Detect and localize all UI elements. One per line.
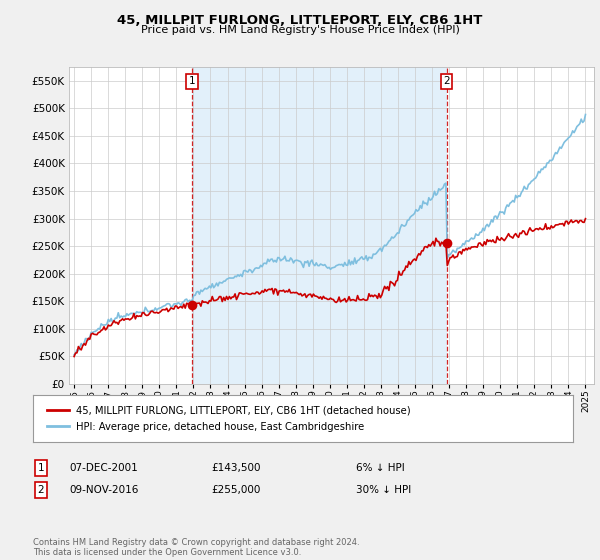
- Text: 09-NOV-2016: 09-NOV-2016: [70, 485, 139, 495]
- Text: Contains HM Land Registry data © Crown copyright and database right 2024.
This d: Contains HM Land Registry data © Crown c…: [33, 538, 359, 557]
- Text: 30% ↓ HPI: 30% ↓ HPI: [356, 485, 411, 495]
- Text: 2: 2: [37, 485, 44, 495]
- Text: £143,500: £143,500: [212, 463, 261, 473]
- Text: Price paid vs. HM Land Registry's House Price Index (HPI): Price paid vs. HM Land Registry's House …: [140, 25, 460, 35]
- Text: 07-DEC-2001: 07-DEC-2001: [70, 463, 139, 473]
- Text: £255,000: £255,000: [212, 485, 261, 495]
- Bar: [192, 67, 446, 384]
- Text: 45, MILLPIT FURLONG, LITTLEPORT, ELY, CB6 1HT: 45, MILLPIT FURLONG, LITTLEPORT, ELY, CB…: [118, 14, 482, 27]
- Text: 2: 2: [443, 76, 450, 86]
- Legend: 45, MILLPIT FURLONG, LITTLEPORT, ELY, CB6 1HT (detached house), HPI: Average pri: 45, MILLPIT FURLONG, LITTLEPORT, ELY, CB…: [43, 402, 415, 436]
- Text: 1: 1: [189, 76, 196, 86]
- Text: 1: 1: [37, 463, 44, 473]
- Text: 6% ↓ HPI: 6% ↓ HPI: [356, 463, 404, 473]
